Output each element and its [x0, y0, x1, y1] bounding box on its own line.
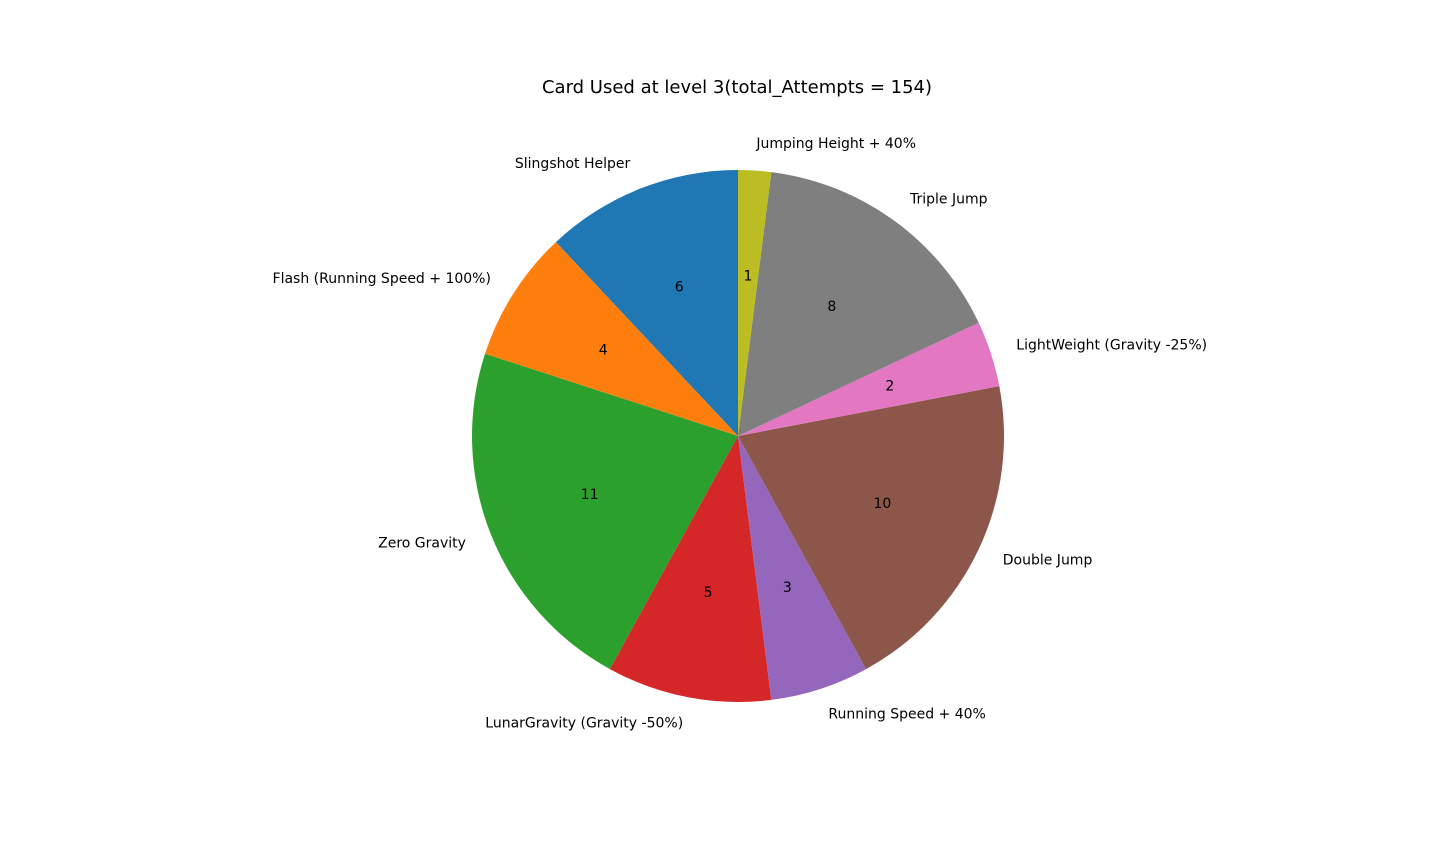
pie-slice: [738, 322, 1000, 436]
pie-value-label: 10: [873, 496, 891, 512]
pie-slice-label: Double Jump: [1003, 553, 1093, 569]
pie-slice-label: Jumping Height + 40%: [755, 136, 916, 152]
pie-slice-label: Triple Jump: [909, 191, 988, 207]
pie-value-label: 5: [704, 585, 713, 601]
pie-slice: [609, 436, 772, 702]
pie-slice-label: Slingshot Helper: [515, 156, 631, 172]
pie-slice-label: LunarGravity (Gravity -50%): [485, 715, 683, 731]
pie-value-label: 2: [885, 379, 894, 395]
pie-slice-label: Running Speed + 40%: [828, 706, 985, 722]
pie-value-labels: 6 4 11 5 3 10 2 8 1: [581, 269, 895, 601]
pie-slice: [471, 353, 738, 670]
pie-slices: [471, 170, 1004, 702]
pie-slice: [485, 242, 738, 436]
pie-value-label: 6: [675, 280, 684, 296]
pie-slice: [555, 170, 738, 436]
pie-slice-label: Flash (Running Speed + 100%): [273, 271, 491, 287]
pie-value-label: 1: [744, 269, 753, 285]
pie-value-label: 11: [581, 487, 599, 503]
pie-value-label: 8: [827, 299, 836, 315]
pie-slice: [738, 436, 867, 700]
pie-value-label: 4: [599, 342, 608, 358]
pie-outer-labels: Slingshot Helper Flash (Running Speed + 1…: [273, 136, 1208, 731]
pie-slice-label: Zero Gravity: [378, 536, 466, 552]
pie-slice: [738, 170, 772, 436]
pie-slice-label: LightWeight (Gravity -25%): [1016, 338, 1207, 354]
chart-title: Card Used at level 3(total_Attempts = 15…: [542, 77, 932, 98]
pie-value-label: 3: [783, 580, 792, 596]
pie-slice: [738, 172, 979, 437]
pie-slice: [738, 386, 1004, 670]
